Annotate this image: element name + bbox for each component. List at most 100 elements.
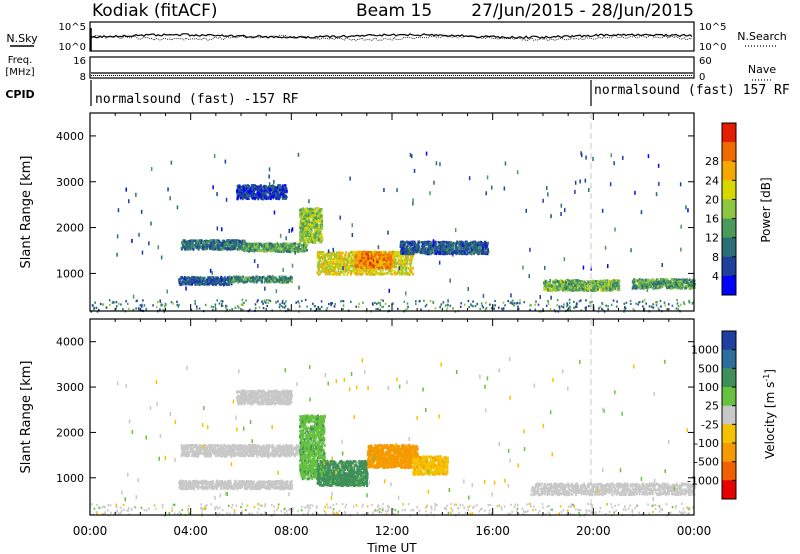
echo-cell xyxy=(400,252,403,255)
scatter-cell xyxy=(513,304,515,307)
echo-cell xyxy=(195,239,197,243)
echo-cell xyxy=(357,251,360,254)
echo-cell xyxy=(323,265,326,269)
scatter-cell xyxy=(172,302,174,305)
echo-cell xyxy=(212,239,214,242)
echo-cell xyxy=(301,247,304,251)
echo-cell xyxy=(266,279,269,283)
echo-cell xyxy=(387,253,389,257)
echo-cell xyxy=(319,265,322,268)
echo-cell xyxy=(313,214,316,217)
echo-cell xyxy=(410,255,412,258)
echo-cell xyxy=(221,243,224,247)
echo-cell xyxy=(324,269,327,273)
scatter-cell xyxy=(556,304,558,307)
scatter-cell xyxy=(380,298,383,301)
echo-cell xyxy=(282,247,285,250)
echo-cell xyxy=(403,251,405,254)
scatter-cell xyxy=(406,302,409,305)
echo-cell xyxy=(446,243,448,247)
echo-cell xyxy=(554,283,556,287)
echo-cell xyxy=(407,272,409,276)
echo-cell xyxy=(546,285,549,289)
echo-cell xyxy=(306,216,309,220)
scatter-cell xyxy=(284,305,287,308)
echo-cell xyxy=(316,212,318,215)
echo-cell xyxy=(272,278,275,282)
echo-cell xyxy=(242,245,245,248)
echo-cell xyxy=(248,250,250,253)
echo-cell xyxy=(205,278,208,282)
echo-cell xyxy=(416,249,419,252)
echo-cell xyxy=(608,281,610,285)
echo-cell xyxy=(361,272,364,276)
echo-cell xyxy=(356,257,359,261)
echo-cell xyxy=(273,280,276,284)
echo-cell xyxy=(414,244,417,247)
echo-cell xyxy=(201,282,204,286)
echo-cell xyxy=(590,283,593,286)
echo-cell xyxy=(271,275,274,279)
echo-cell xyxy=(318,250,321,254)
echo-cell xyxy=(585,282,588,285)
echo-cell xyxy=(334,263,337,266)
echo-cell xyxy=(448,252,451,256)
echo-cell xyxy=(454,246,457,249)
echo-cell xyxy=(313,217,316,221)
echo-cell xyxy=(374,260,377,263)
echo-cell xyxy=(339,255,342,258)
echo-cell xyxy=(312,238,314,241)
scatter-cell xyxy=(216,299,219,302)
echo-cell xyxy=(409,241,411,244)
echo-cell xyxy=(394,252,397,255)
echo-cell xyxy=(614,287,617,290)
echo-cell xyxy=(408,248,411,251)
echo-cell xyxy=(313,211,315,215)
echo-cell xyxy=(366,266,369,269)
scatter-cell xyxy=(623,308,626,311)
echo-cell xyxy=(300,243,303,247)
echo-cell xyxy=(466,252,468,256)
echo-cell xyxy=(199,276,202,279)
scatter-cell xyxy=(476,303,478,306)
scatter-cell xyxy=(610,303,613,306)
echo-cell xyxy=(317,212,320,215)
echo-cell xyxy=(336,265,338,269)
echo-cell xyxy=(317,208,319,211)
echo-cell xyxy=(452,247,455,251)
echo-cell xyxy=(312,226,315,229)
echo-cell xyxy=(195,281,198,285)
echo-cell xyxy=(275,245,278,248)
echo-cell xyxy=(310,232,313,235)
echo-cell xyxy=(598,282,601,286)
echo-cell xyxy=(205,239,208,243)
echo-cell xyxy=(455,244,457,247)
echo-cell xyxy=(210,275,213,279)
echo-cell xyxy=(398,270,400,274)
echo-cell xyxy=(374,253,377,256)
scatter-cell xyxy=(162,308,164,311)
echo-cell xyxy=(362,263,365,266)
echo-cell xyxy=(329,272,332,276)
echo-cell xyxy=(314,210,316,213)
echo-cell xyxy=(347,261,349,264)
echo-cell xyxy=(409,269,411,272)
echo-cell xyxy=(255,245,258,248)
echo-cell xyxy=(190,279,193,282)
echo-cell xyxy=(390,251,393,255)
echo-cell xyxy=(299,243,301,246)
echo-cell xyxy=(445,245,448,249)
echo-cell xyxy=(487,250,490,254)
scatter-cell xyxy=(509,301,512,304)
echo-cell xyxy=(431,246,433,250)
echo-cell xyxy=(375,263,378,266)
echo-cell xyxy=(399,245,402,248)
echo-cell xyxy=(321,262,324,266)
echo-cell xyxy=(308,207,311,211)
echo-cell xyxy=(303,250,305,253)
echo-cell xyxy=(420,251,422,255)
echo-cell xyxy=(275,277,277,280)
echo-cell xyxy=(300,230,303,234)
echo-cell xyxy=(233,275,235,278)
echo-cell xyxy=(417,241,420,245)
